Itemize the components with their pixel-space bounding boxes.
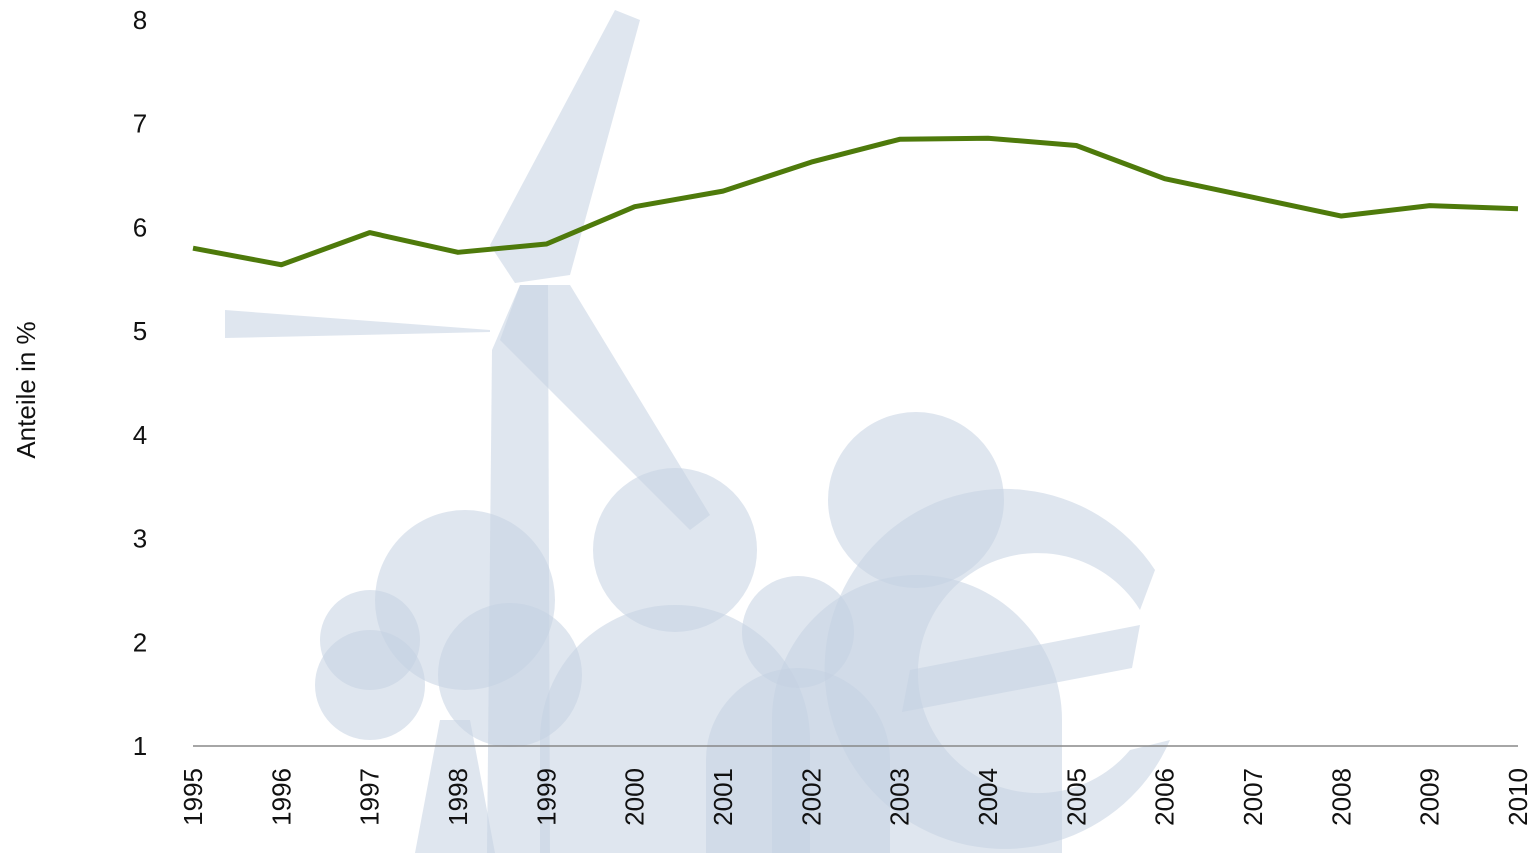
y-tick-label: 5: [133, 316, 147, 346]
x-tick-label: 2003: [885, 768, 915, 826]
x-tick-label: 2008: [1326, 768, 1356, 826]
x-tick-label: 2002: [796, 768, 826, 826]
x-tick-label: 1997: [355, 768, 385, 826]
x-tick-label: 2010: [1503, 768, 1533, 826]
x-tick-label: 2007: [1238, 768, 1268, 826]
y-tick-label: 2: [133, 627, 147, 657]
x-tick-label: 2004: [973, 768, 1003, 826]
x-tick-label: 2009: [1415, 768, 1445, 826]
x-tick-label: 2005: [1061, 768, 1091, 826]
y-tick-label: 1: [133, 731, 147, 761]
y-tick-label: 8: [133, 5, 147, 35]
x-tick-label: 1998: [443, 768, 473, 826]
x-tick-label: 1999: [531, 768, 561, 826]
x-tick-label: 2006: [1150, 768, 1180, 826]
y-tick-label: 7: [133, 109, 147, 139]
data-line: [192, 135, 1519, 268]
x-tick-label: 2001: [708, 768, 738, 826]
x-tick-label: 2000: [620, 768, 650, 826]
y-tick-label: 4: [133, 420, 147, 450]
y-axis-label: Anteile in %: [11, 321, 41, 458]
y-tick-label: 3: [133, 524, 147, 554]
x-tick-label: 1995: [178, 768, 208, 826]
background-illustration: [225, 10, 1170, 853]
x-tick-label: 1996: [266, 768, 296, 826]
y-tick-label: 6: [133, 212, 147, 242]
